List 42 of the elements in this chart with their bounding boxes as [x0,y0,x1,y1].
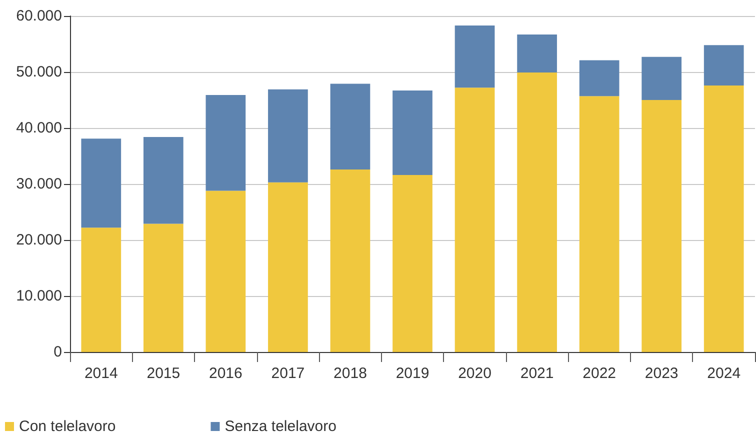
bar [330,169,370,352]
y-tick-label: 60.000 [16,8,62,24]
bar [579,60,620,96]
x-tick-label: 2019 [396,365,430,382]
bar [206,94,246,191]
x-tick-label: 2020 [458,365,492,382]
x-tick-label: 2016 [208,365,242,382]
y-tick-label: 40.000 [16,120,62,136]
x-tick-label: 2023 [644,365,678,382]
y-tick-label: 20.000 [16,232,62,248]
bar [579,96,620,352]
bar [704,85,744,352]
bar [330,84,370,170]
x-tick-label: 2021 [520,365,554,382]
bar [392,175,432,352]
x-tick-label: 2017 [271,365,305,382]
bar [517,34,557,73]
bar [454,26,495,88]
bar [517,72,557,352]
y-tick-label: 0 [54,344,62,360]
bar [392,90,432,176]
bar [143,224,184,352]
y-tick-label: 10.000 [16,288,62,304]
y-tick-label: 50.000 [16,64,62,80]
bar [268,89,308,182]
legend-label: Con telelavoro [19,418,116,435]
x-tick-label: 2018 [334,365,367,382]
bar [704,45,744,86]
x-tick-label: 2024 [707,365,741,382]
legend-label: Senza telelavoro [224,418,336,435]
bar [81,228,122,352]
bar [454,88,495,352]
bar [642,100,682,352]
bar [81,138,122,228]
y-tick-label: 30.000 [16,176,62,192]
bar [206,190,246,352]
x-tick-label: 2015 [146,365,180,382]
x-tick-label: 2014 [84,365,118,382]
x-tick-label: 2022 [582,365,616,382]
bar [642,56,682,100]
bar [268,182,308,352]
bar [143,136,184,224]
